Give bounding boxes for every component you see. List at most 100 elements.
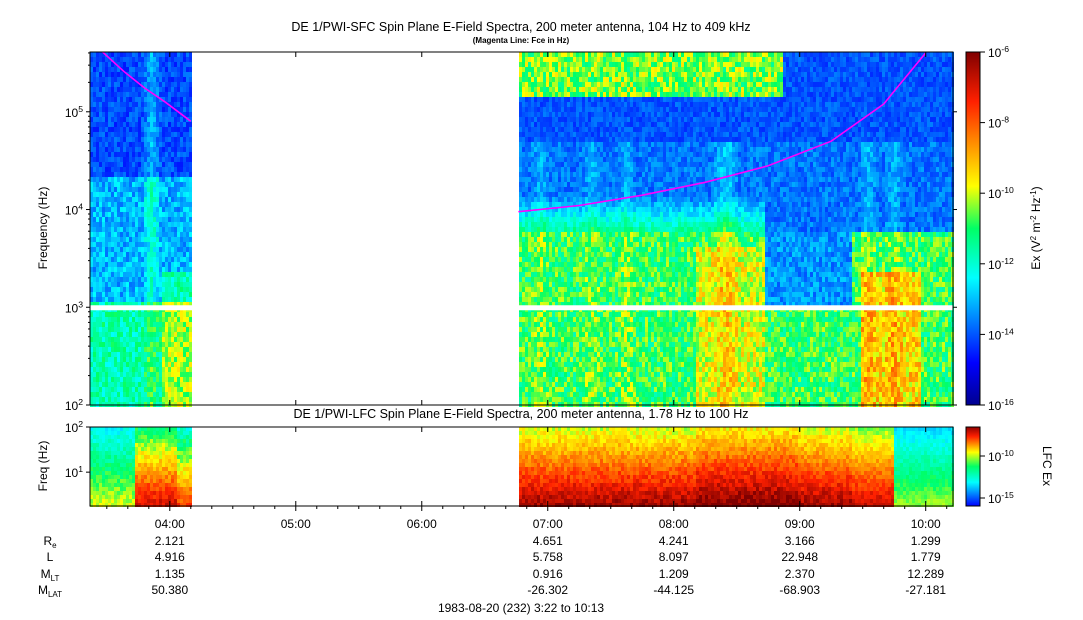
sfc-spectrogram-cell (180, 107, 183, 112)
sfc-spectrogram-cell (129, 302, 132, 307)
sfc-spectrogram-cell (117, 187, 120, 192)
sfc-spectrogram-cell (624, 242, 627, 247)
sfc-spectrogram-cell (600, 257, 603, 262)
sfc-spectrogram-cell (576, 242, 579, 247)
sfc-spectrogram-cell (90, 382, 93, 387)
sfc-spectrogram-cell (99, 267, 102, 272)
sfc-spectrogram-cell (534, 182, 537, 187)
sfc-spectrogram-cell (96, 342, 99, 347)
sfc-spectrogram-cell (522, 152, 525, 157)
sfc-spectrogram-cell (117, 252, 120, 257)
sfc-spectrogram-cell (168, 342, 171, 347)
sfc-spectrogram-cell (600, 52, 603, 57)
sfc-spectrogram-cell (144, 352, 147, 357)
sfc-spectrogram-cell (570, 282, 573, 287)
sfc-spectrogram-cell (579, 117, 582, 122)
sfc-spectrogram-cell (555, 267, 558, 272)
sfc-spectrogram-cell (603, 87, 606, 92)
sfc-spectrogram-cell (624, 167, 627, 172)
sfc-spectrogram-cell (126, 372, 129, 377)
sfc-spectrogram-cell (564, 202, 567, 207)
sfc-spectrogram-cell (624, 77, 627, 82)
sfc-spectrogram-cell (522, 132, 525, 137)
sfc-spectrogram-cell (609, 332, 612, 337)
sfc-spectrogram-cell (144, 107, 147, 112)
sfc-spectrogram-cell (108, 227, 111, 232)
sfc-spectrogram-cell (189, 72, 192, 77)
sfc-spectrogram-cell (609, 92, 612, 97)
sfc-spectrogram-cell (123, 387, 126, 392)
sfc-spectrogram-cell (99, 292, 102, 297)
sfc-spectrogram-cell (102, 342, 105, 347)
sfc-spectrogram-cell (180, 162, 183, 167)
sfc-spectrogram-cell (624, 367, 627, 372)
sfc-spectrogram-cell (183, 222, 186, 227)
sfc-spectrogram-cell (579, 87, 582, 92)
sfc-spectrogram-cell (117, 72, 120, 77)
sfc-spectrogram-cell (612, 327, 615, 332)
sfc-spectrogram-cell (165, 92, 168, 97)
sfc-spectrogram-cell (597, 147, 600, 152)
sfc-spectrogram-cell (534, 72, 537, 77)
sfc-spectrogram-cell (99, 87, 102, 92)
sfc-spectrogram-cell (573, 342, 576, 347)
sfc-spectrogram-cell (180, 172, 183, 177)
sfc-spectrogram-cell (162, 302, 165, 307)
sfc-spectrogram-cell (588, 142, 591, 147)
sfc-spectrogram-cell (177, 242, 180, 247)
sfc-spectrogram-cell (96, 377, 99, 382)
sfc-spectrogram-cell (603, 282, 606, 287)
sfc-spectrogram-cell (102, 367, 105, 372)
sfc-spectrogram-cell (114, 192, 117, 197)
sfc-spectrogram-cell (132, 62, 135, 67)
sfc-spectrogram-cell (558, 182, 561, 187)
sfc-spectrogram-cell (180, 72, 183, 77)
sfc-spectrogram-cell (120, 132, 123, 137)
sfc-spectrogram-cell (582, 257, 585, 262)
sfc-spectrogram-cell (90, 197, 93, 202)
sfc-spectrogram-cell (555, 372, 558, 377)
sfc-spectrogram-cell (597, 287, 600, 292)
sfc-spectrogram-cell (93, 247, 96, 252)
sfc-spectrogram-cell (183, 267, 186, 272)
sfc-spectrogram-cell (555, 87, 558, 92)
sfc-spectrogram-cell (612, 62, 615, 67)
sfc-spectrogram-cell (564, 152, 567, 157)
sfc-spectrogram-cell (537, 302, 540, 307)
sfc-spectrogram-cell (558, 207, 561, 212)
sfc-spectrogram-cell (174, 132, 177, 137)
sfc-spectrogram-cell (567, 217, 570, 222)
sfc-spectrogram-cell (534, 57, 537, 62)
sfc-spectrogram-cell (528, 322, 531, 327)
sfc-spectrogram-cell (588, 157, 591, 162)
sfc-spectrogram-cell (135, 112, 138, 117)
sfc-spectrogram-cell (144, 327, 147, 332)
sfc-spectrogram-cell (162, 127, 165, 132)
sfc-spectrogram-cell (126, 242, 129, 247)
sfc-spectrogram-cell (132, 282, 135, 287)
sfc-spectrogram-cell (549, 347, 552, 352)
sfc-spectrogram-cell (177, 197, 180, 202)
sfc-spectrogram-cell (171, 77, 174, 82)
sfc-spectrogram-cell (558, 272, 561, 277)
sfc-spectrogram-cell (543, 267, 546, 272)
sfc-spectrogram-cell (162, 342, 165, 347)
sfc-spectrogram-cell (522, 97, 525, 102)
sfc-spectrogram-cell (582, 72, 585, 77)
sfc-spectrogram-cell (624, 72, 627, 77)
sfc-spectrogram-cell (129, 377, 132, 382)
sfc-spectrogram-cell (93, 122, 96, 127)
sfc-spectrogram-cell (147, 287, 150, 292)
sfc-spectrogram-cell (180, 77, 183, 82)
sfc-spectrogram-cell (156, 162, 159, 167)
sfc-spectrogram-cell (609, 317, 612, 322)
sfc-spectrogram-cell (567, 167, 570, 172)
sfc-spectrogram-cell (558, 192, 561, 197)
sfc-spectrogram-cell (174, 217, 177, 222)
sfc-spectrogram-cell (141, 202, 144, 207)
sfc-spectrogram-cell (126, 247, 129, 252)
sfc-spectrogram-cell (186, 147, 189, 152)
sfc-spectrogram-cell (594, 102, 597, 107)
sfc-spectrogram-cell (555, 117, 558, 122)
sfc-spectrogram-cell (540, 142, 543, 147)
